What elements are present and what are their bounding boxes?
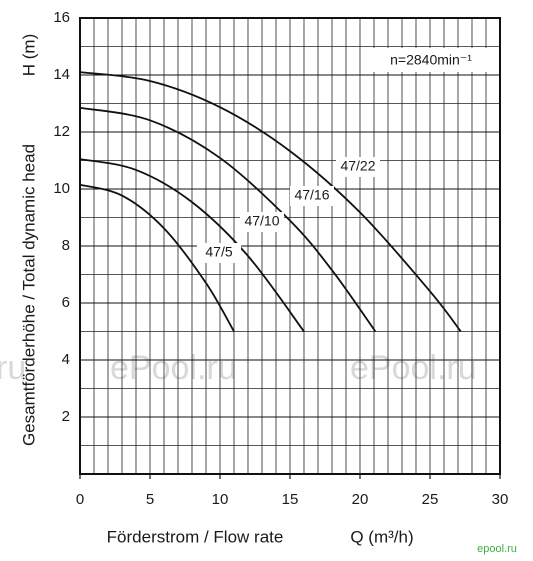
- curve-label-bg: [336, 157, 380, 177]
- watermark: ePool.ru: [110, 349, 237, 387]
- x-tick-label: 20: [352, 491, 369, 508]
- x-axis-label: Förderstrom / Flow rate: [107, 527, 284, 546]
- y-axis-unit: H (m): [19, 34, 38, 76]
- y-tick-label: 2: [62, 408, 70, 425]
- x-tick-label: 0: [76, 491, 84, 508]
- curve-label: 47/16: [294, 187, 329, 203]
- y-tick-label: 10: [53, 180, 70, 197]
- logo: epool.ru: [477, 543, 517, 555]
- plot-frame: [79, 17, 501, 475]
- curve-label-bg: [290, 186, 334, 206]
- y-tick-label: 6: [62, 294, 70, 311]
- x-tick-label: 25: [422, 491, 439, 508]
- pump-curve: [79, 183, 235, 332]
- annotation: n=2840min⁻¹: [390, 52, 472, 68]
- watermark: ePool.ru: [350, 349, 477, 387]
- pump-curve: [79, 158, 305, 333]
- pump-curve: [79, 106, 377, 333]
- y-tick-label: 16: [53, 9, 70, 26]
- x-tick-label: 5: [146, 491, 154, 508]
- curve-label-bg: [240, 212, 284, 232]
- x-tick-label: 15: [282, 491, 299, 508]
- y-tick-label: 12: [53, 123, 70, 140]
- curve-label: 47/22: [340, 158, 375, 174]
- pump-curve: [79, 71, 462, 333]
- curve-label-bg: [197, 243, 241, 263]
- curve-label: 47/5: [205, 244, 232, 260]
- watermark: ru: [0, 349, 26, 387]
- x-tick-label: 10: [212, 491, 229, 508]
- annotation-bg: [372, 48, 490, 72]
- curve-label: 47/10: [244, 213, 279, 229]
- y-tick-label: 14: [53, 66, 70, 83]
- y-tick-label: 8: [62, 237, 70, 254]
- x-tick-label: 30: [492, 491, 509, 508]
- y-axis-label: Gesamtförderhöhe / Total dynamic head: [19, 144, 38, 446]
- x-axis-unit: Q (m³/h): [350, 527, 413, 546]
- y-tick-label: 4: [62, 351, 70, 368]
